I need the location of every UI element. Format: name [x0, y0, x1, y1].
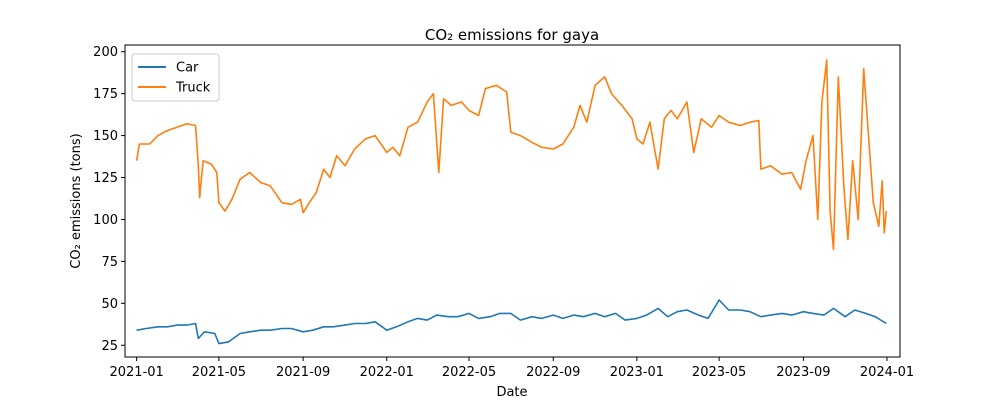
plot-frame: [124, 44, 901, 358]
y-axis: 25 50 75 100 125 150 175 200: [93, 45, 125, 354]
legend-label-car: Car: [176, 61, 199, 76]
x-tick-label: 2021-01: [109, 365, 163, 380]
y-tick-label: 100: [93, 213, 118, 228]
y-tick-label: 175: [93, 87, 118, 102]
x-tick-label: 2022-05: [442, 365, 496, 380]
x-tick-label: 2022-09: [526, 365, 580, 380]
chart-title: CO₂ emissions for gaya: [425, 26, 599, 44]
x-tick-label: 2022-01: [360, 365, 414, 380]
x-axis: 2021-01 2021-05 2021-09 2022-01 2022-05 2022-…: [109, 357, 914, 380]
legend-box: [131, 53, 220, 102]
series-line-truck: [135, 59, 888, 251]
y-tick-label: 125: [93, 171, 118, 186]
series-line-car: [136, 299, 887, 345]
legend-label-truck: Truck: [175, 81, 211, 96]
y-tick-label: 75: [101, 255, 118, 270]
x-axis-label: Date: [496, 385, 527, 400]
y-tick-label: 200: [93, 45, 118, 60]
x-tick-label: 2023-09: [776, 365, 830, 380]
x-tick-label: 2021-09: [276, 365, 330, 380]
x-tick-label: 2023-01: [610, 365, 664, 380]
y-tick-label: 150: [93, 129, 118, 144]
series-lines: [135, 59, 888, 345]
y-tick-label: 25: [101, 339, 118, 354]
x-tick-label: 2023-05: [692, 365, 746, 380]
x-tick-label: 2024-01: [860, 365, 914, 380]
y-tick-label: 50: [101, 297, 118, 312]
legend: Car Truck: [131, 53, 220, 102]
x-tick-label: 2021-05: [192, 365, 246, 380]
y-axis-label: CO₂ emissions (tons): [69, 133, 84, 268]
